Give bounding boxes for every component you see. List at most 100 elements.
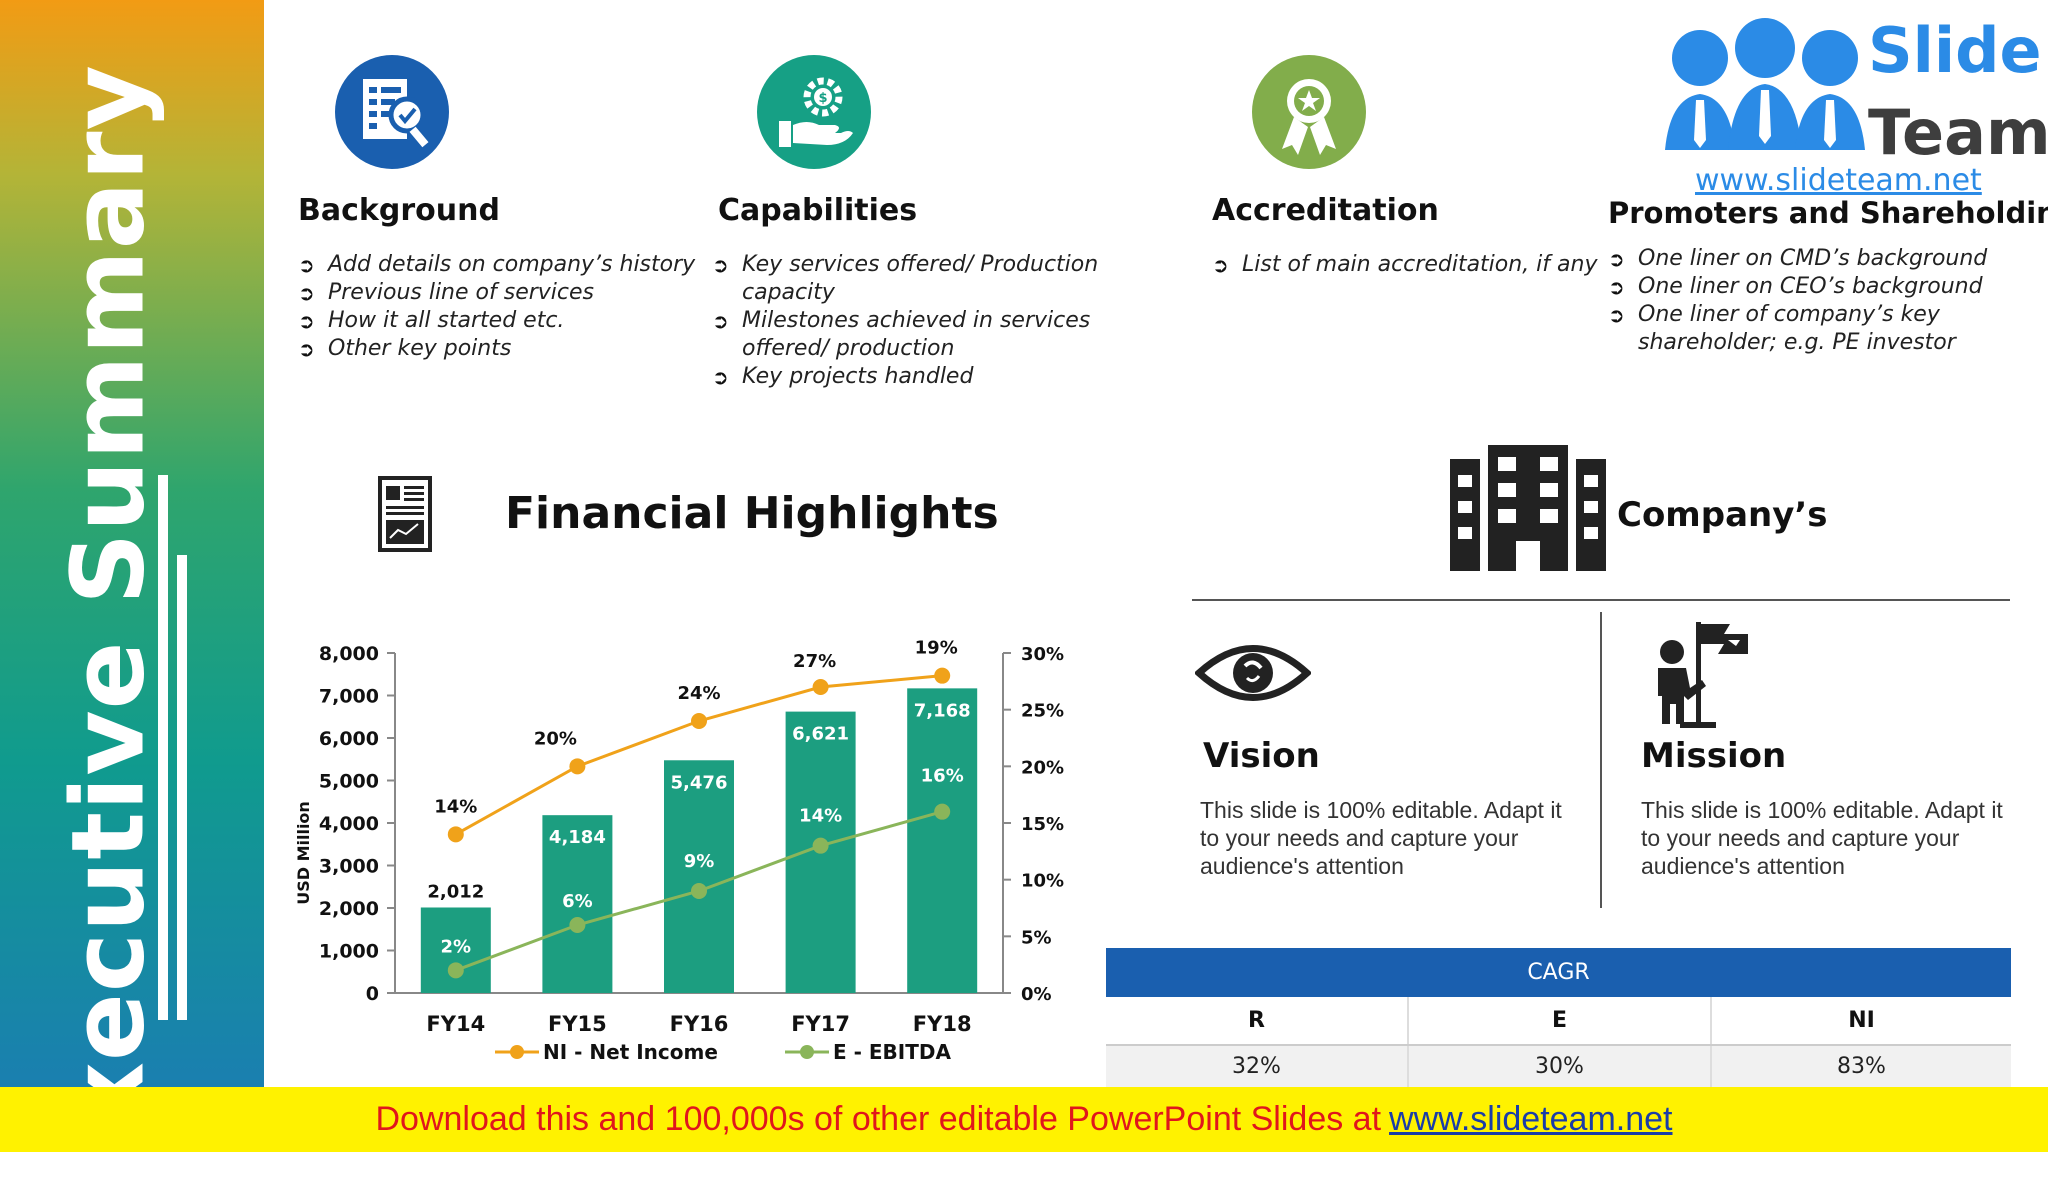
vision-mission-divider: [1600, 612, 1602, 908]
mission-title: Mission: [1641, 736, 1787, 776]
capabilities-bullets: Key services offered/ Production capacit…: [712, 251, 1182, 391]
x-tick-label: FY17: [791, 1012, 850, 1036]
background-bullets: Add details on company’s history Previou…: [298, 251, 698, 363]
slide-title-vertical: Executive Summary: [0, 0, 264, 1196]
net-income-point: [569, 758, 586, 775]
ebitda-label: 9%: [684, 851, 715, 872]
company-title: Company’s: [1617, 495, 1828, 535]
eye-icon: [1195, 645, 1311, 701]
x-tick-label: FY14: [426, 1012, 485, 1036]
document-search-icon: [335, 55, 449, 169]
sidebar-gradient: [0, 0, 264, 1087]
y2-tick-label: 30%: [1021, 644, 1064, 665]
y-tick-label: 2,000: [319, 898, 379, 920]
cagr-header: CAGR: [1106, 948, 2011, 997]
award-ribbon-icon: [1252, 55, 1366, 169]
list-item: One liner on CMD’s background: [1608, 245, 2008, 273]
bar-value-label: 7,168: [914, 700, 971, 721]
x-tick-label: FY16: [670, 1012, 729, 1036]
financial-highlights-title: Financial Highlights: [505, 488, 999, 539]
slideteam-logo: Slide Team www.slideteam.net: [1640, 0, 2048, 200]
list-item: Key services offered/ Production capacit…: [712, 251, 1182, 307]
y2-tick-label: 10%: [1021, 871, 1064, 892]
promoters-bullets: One liner on CMD’s background One liner …: [1608, 245, 2008, 357]
y2-tick-label: 25%: [1021, 701, 1064, 722]
cagr-col-header-r: R: [1106, 997, 1407, 1044]
legend-label: E - EBITDA: [833, 1040, 951, 1064]
vision-text: This slide is 100% editable. Adapt it to…: [1200, 797, 1562, 879]
net-income-label: 20%: [534, 728, 577, 749]
list-item: How it all started etc.: [298, 307, 698, 335]
ebitda-label: 2%: [441, 936, 472, 957]
bar-fy15: [542, 815, 613, 993]
y-tick-label: 5,000: [319, 771, 379, 793]
cagr-row-divider: [1106, 1044, 2011, 1046]
svg-text:$: $: [818, 91, 827, 106]
x-tick-label: FY15: [548, 1012, 607, 1036]
logo-word-team: Team: [1868, 96, 2048, 169]
cagr-col-header-ni: NI: [1712, 997, 2011, 1044]
y-tick-label: 3,000: [319, 856, 379, 878]
ebitda-label: 6%: [562, 891, 593, 912]
vision-title: Vision: [1203, 736, 1320, 776]
legend-marker: [800, 1045, 814, 1059]
bar-value-label: 2,012: [427, 881, 484, 902]
logo-word-slide: Slide: [1868, 14, 2042, 87]
accreditation-bullets: List of main accreditation, if any: [1212, 251, 1602, 279]
accreditation-title: Accreditation: [1212, 193, 1439, 228]
net-income-label: 24%: [677, 683, 720, 704]
financial-chart: 0 1,000 2,000 3,000 4,000 5,000 6,000 7,000 8,00…: [294, 638, 1064, 1064]
cagr-value-e: 30%: [1409, 1046, 1710, 1087]
background-title: Background: [298, 193, 500, 228]
cagr-divider: [1407, 997, 1409, 1087]
bar-fy14: [420, 907, 491, 993]
logo-url[interactable]: www.slideteam.net: [1695, 163, 1982, 198]
ebitda-point: [569, 917, 586, 933]
legend-marker: [510, 1045, 524, 1059]
ebitda-point: [691, 883, 707, 899]
people-logo-icon: [1665, 18, 1865, 150]
list-item: List of main accreditation, if any: [1212, 251, 1602, 279]
banner-link[interactable]: www.slideteam.net: [1389, 1100, 1673, 1138]
ebitda-point: [447, 962, 464, 979]
bar-value-label: 5,476: [671, 772, 728, 793]
person-flag-icon: [1658, 622, 1748, 728]
y-tick-label: 1,000: [319, 941, 379, 963]
cagr-col-header-e: E: [1409, 997, 1710, 1044]
banner-text: Download this and 100,000s of other edit…: [375, 1100, 1382, 1138]
download-banner: Download this and 100,000s of other edit…: [0, 1087, 2048, 1152]
capabilities-title: Capabilities: [718, 193, 918, 228]
net-income-point: [691, 713, 707, 729]
net-income-label: 14%: [434, 796, 477, 817]
bar-fy16: [664, 760, 734, 993]
y2-tick-label: 5%: [1021, 927, 1052, 948]
list-item: One liner of company’s key shareholder; …: [1608, 301, 2008, 357]
title-underline-1: [158, 475, 168, 1020]
y2-tick-label: 20%: [1021, 757, 1064, 778]
y2-tick-label: 0%: [1021, 984, 1052, 1005]
net-income-point: [812, 679, 829, 695]
bar-value-label: 4,184: [549, 827, 606, 848]
y-axis-label: USD Million: [294, 801, 313, 905]
promoters-title: Promoters and Shareholding: [1608, 196, 2048, 230]
ebitda-label: 16%: [921, 766, 964, 787]
cagr-value-ni: 83%: [1712, 1046, 2011, 1087]
cagr-value-r: 32%: [1106, 1046, 1407, 1087]
list-item: Previous line of services: [298, 279, 698, 307]
y-tick-label: 7,000: [319, 686, 379, 708]
list-item: Add details on company’s history: [298, 251, 698, 279]
y-tick-label: 6,000: [319, 728, 379, 750]
company-divider: [1192, 599, 2010, 601]
mission-text: This slide is 100% editable. Adapt it to…: [1641, 797, 2003, 879]
y-tick-label: 8,000: [319, 643, 379, 665]
hand-gear-icon: $: [757, 55, 871, 169]
report-chart-icon: [378, 476, 432, 552]
bar-fy18: [907, 688, 978, 993]
list-item: Other key points: [298, 335, 698, 363]
y-tick-label: 4,000: [319, 813, 379, 835]
building-icon: [1450, 445, 1606, 571]
list-item: Key projects handled: [712, 363, 1182, 391]
net-income-point: [447, 826, 464, 843]
net-income-point: [934, 667, 951, 684]
title-underline-2: [177, 555, 187, 1020]
